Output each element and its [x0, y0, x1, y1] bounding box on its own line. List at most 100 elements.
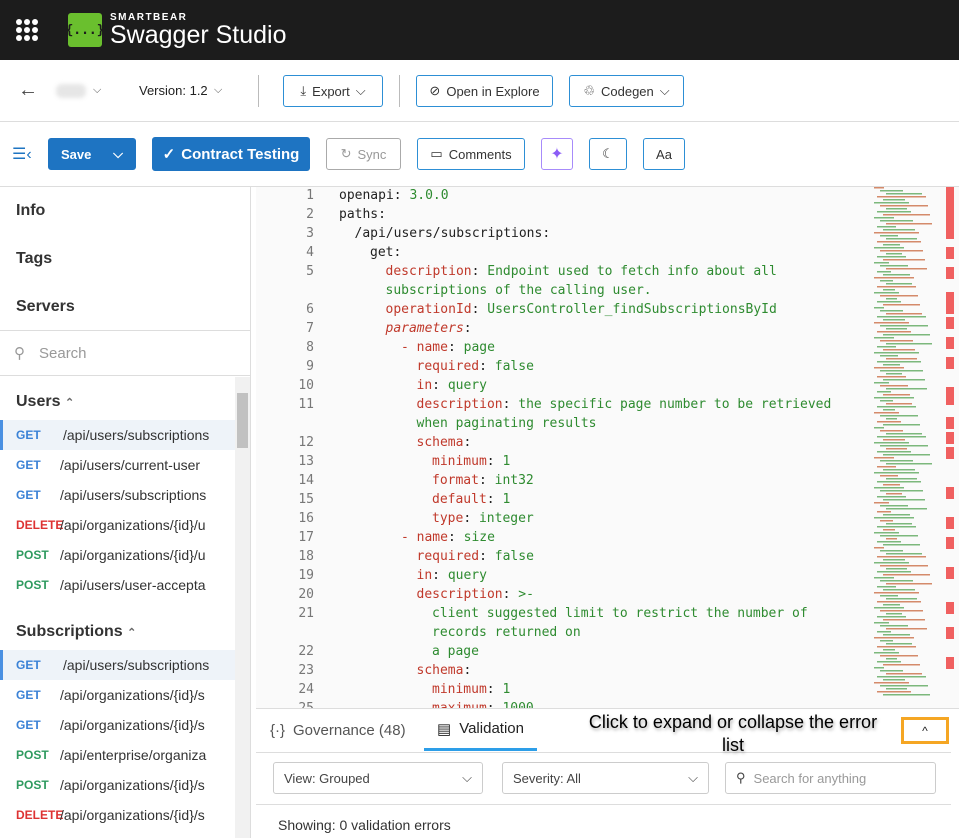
code-line: minimum: 1 [432, 454, 511, 469]
codegen-icon: ♲ [583, 83, 595, 98]
code-line: default: 1 [432, 492, 511, 507]
ai-sparkle-button[interactable]: ✦ [541, 138, 573, 170]
save-button[interactable]: Save ⌵ [48, 138, 136, 170]
comment-icon: ▭ [430, 146, 443, 161]
operation-item[interactable]: GET/api/users/subscriptions [0, 480, 235, 510]
collapse-sidebar-icon[interactable]: ☰‹ [12, 146, 32, 163]
font-settings-button[interactable]: Aa [643, 138, 685, 170]
tab-validation[interactable]: ▤ Validation [424, 709, 537, 751]
code-line: client suggested limit to restrict the n… [432, 606, 808, 621]
code-line: parameters: [385, 321, 480, 336]
operation-item[interactable]: POST/api/organizations/{id}/u [0, 540, 235, 570]
line-number: 20 [298, 587, 314, 602]
code-line: when paginating results [416, 416, 597, 431]
operation-path: /api/organizations/{id}/s [60, 717, 205, 733]
error-marker [946, 657, 954, 669]
group-subscriptions[interactable]: Subscriptions ⌃ [16, 623, 137, 640]
chevron-down-icon[interactable]: ⌵ [93, 84, 102, 96]
method-badge: POST [16, 578, 49, 592]
code-line: operationId: UsersController_findSubscri… [385, 302, 777, 317]
operation-item[interactable]: DELETE/api/organizations/{id}/u [0, 510, 235, 540]
operation-item[interactable]: GET/api/organizations/{id}/s [0, 710, 235, 740]
error-marker [946, 317, 954, 329]
line-number: 10 [298, 378, 314, 393]
sidebar: Info Tags Servers ⚲ Search Users ⌃ GET/api… [0, 187, 251, 838]
method-badge: DELETE [16, 808, 64, 822]
code-line: /api/users/subscriptions: [354, 226, 558, 241]
dark-mode-button[interactable]: ☾ [589, 138, 627, 170]
error-marker [946, 302, 954, 314]
error-marker [946, 517, 954, 529]
error-marker [946, 337, 954, 349]
line-number: 4 [306, 245, 314, 260]
sidebar-search[interactable]: ⚲ Search [0, 330, 250, 376]
operation-item[interactable]: POST/api/users/user-accepta [0, 570, 235, 600]
codegen-button[interactable]: ♲ Codegen ⌵ [569, 75, 684, 107]
download-icon: ⤓ [300, 83, 307, 98]
error-markers[interactable] [944, 187, 956, 708]
operation-item[interactable]: GET/api/users/current-user [0, 450, 235, 480]
contract-testing-button[interactable]: ✓ Contract Testing [152, 137, 310, 171]
method-badge: DELETE [16, 518, 64, 532]
line-number: 6 [306, 302, 314, 317]
brand-name: Swagger Studio [110, 20, 287, 49]
method-badge: POST [16, 748, 49, 762]
code-line: description: Endpoint used to fetch info… [385, 264, 777, 279]
tab-governance[interactable]: {·} Governance (48) [270, 721, 406, 739]
api-toolbar: ← ⌵ Version: 1.2 ⌵ ⤓ Export ⌵ ⊘ Open in Exp… [0, 60, 959, 122]
sidebar-servers[interactable]: Servers [16, 298, 75, 315]
chevron-down-icon[interactable]: ⌵ [214, 84, 223, 96]
sync-button[interactable]: ↻ Sync [326, 138, 401, 170]
code-line: openapi: 3.0.0 [339, 188, 449, 203]
operation-path: /api/organizations/{id}/s [60, 807, 205, 823]
operation-item[interactable]: GET/api/organizations/{id}/s [0, 680, 235, 710]
operation-item[interactable]: GET/api/users/subscriptions [0, 420, 235, 450]
line-number: 21 [298, 606, 314, 621]
sidebar-tags[interactable]: Tags [16, 250, 53, 267]
operation-item[interactable]: GET/api/users/subscriptions [0, 650, 235, 680]
code-line: in: query [416, 568, 487, 583]
operation-item[interactable]: POST/api/organizations/{id}/s [0, 770, 235, 800]
validation-status: Showing: 0 validation errors [278, 817, 451, 833]
sparkle-icon: ✦ [550, 146, 564, 163]
version-select[interactable]: Version: 1.2 [139, 83, 208, 98]
app-grid-icon[interactable] [16, 19, 38, 41]
error-marker [946, 627, 954, 639]
view-select[interactable]: View: Grouped ⌵ [273, 762, 483, 794]
api-name-blurred[interactable] [56, 84, 86, 98]
error-marker [946, 187, 954, 199]
method-badge: GET [16, 488, 41, 502]
error-marker [946, 447, 954, 459]
operation-path: /api/organizations/{id}/s [60, 777, 205, 793]
divider [258, 75, 259, 107]
group-users[interactable]: Users ⌃ [16, 393, 75, 410]
operation-item[interactable]: POST/api/enterprise/organiza [0, 740, 235, 770]
line-number: 23 [298, 663, 314, 678]
operation-path: /api/organizations/{id}/s [60, 687, 205, 703]
operation-path: /api/users/user-accepta [60, 577, 206, 593]
code-line: type: integer [432, 511, 534, 526]
minimap[interactable] [870, 187, 942, 708]
braces-icon: {·} [270, 721, 286, 739]
open-in-explore-button[interactable]: ⊘ Open in Explore [416, 75, 553, 107]
code-line: in: query [416, 378, 487, 393]
method-badge: GET [16, 428, 41, 442]
code-editor[interactable]: 1 openapi: 3.0.0 2 paths: 3/api/users/subsc… [256, 187, 959, 708]
back-arrow-icon[interactable]: ← [18, 79, 38, 101]
comments-button[interactable]: ▭ Comments [417, 138, 525, 170]
sidebar-scrollbar[interactable] [235, 377, 250, 838]
top-bar: {...} SMARTBEAR Swagger Studio [0, 0, 959, 60]
severity-select[interactable]: Severity: All ⌵ [502, 762, 709, 794]
brand-small: SMARTBEAR [110, 11, 188, 23]
error-marker [946, 217, 954, 229]
expand-collapse-button[interactable]: ^ [901, 717, 949, 744]
operation-item[interactable]: DELETE/api/organizations/{id}/s [0, 800, 235, 830]
export-button[interactable]: ⤓ Export ⌵ [283, 75, 383, 107]
panel-search-input[interactable]: ⚲ Search for anything [725, 762, 936, 794]
code-line: - name: page [401, 340, 495, 355]
line-number: 25 [256, 701, 314, 708]
sidebar-info[interactable]: Info [16, 202, 46, 219]
bottom-panel: {·} Governance (48) ▤ Validation View: Gro… [256, 708, 959, 838]
operation-path: /api/users/subscriptions [63, 427, 210, 443]
sync-icon: ↻ [340, 146, 352, 161]
